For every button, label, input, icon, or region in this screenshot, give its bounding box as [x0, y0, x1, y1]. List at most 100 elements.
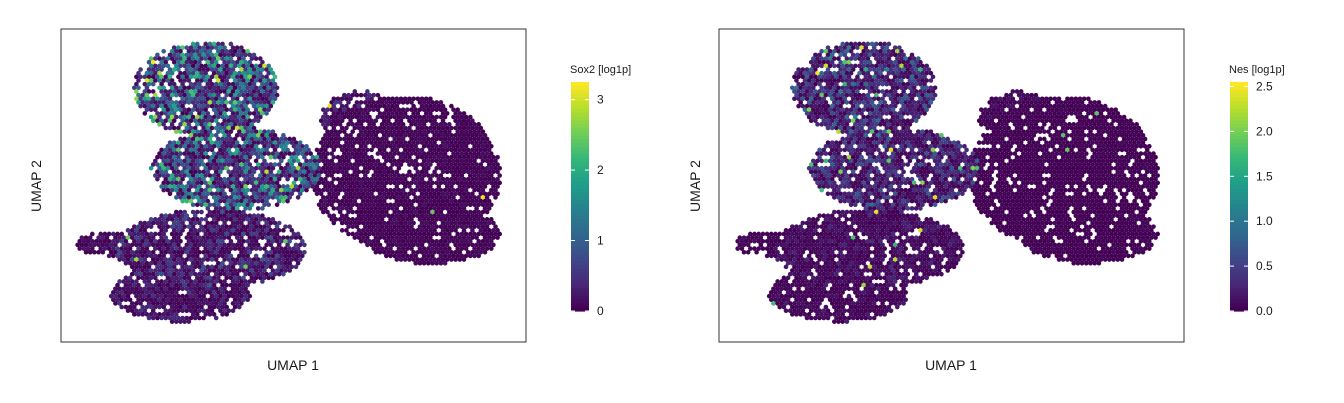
hex-bin — [354, 136, 360, 142]
hex-bin — [146, 286, 152, 292]
hex-bin — [321, 158, 326, 164]
hex-bin — [218, 249, 223, 255]
colorbar-segment — [571, 280, 589, 285]
hex-bin — [224, 85, 229, 91]
hex-bin — [178, 246, 183, 251]
hex-bin — [798, 70, 803, 76]
hex-bin — [232, 107, 238, 113]
hex-bin — [266, 180, 272, 186]
hex-bin — [304, 143, 309, 149]
hex-bin — [127, 282, 133, 288]
hex-bin — [159, 74, 164, 80]
hex-bin — [199, 85, 204, 91]
hex-bin — [234, 242, 240, 248]
hex-bin — [480, 238, 486, 244]
hex-bin — [411, 118, 416, 123]
hex-bin — [234, 147, 240, 153]
hex-bin — [352, 147, 358, 153]
hex-bin — [249, 187, 255, 193]
hex-bin — [241, 260, 246, 266]
hex-bin — [289, 235, 295, 240]
hex-bin — [331, 118, 337, 123]
colorbar-segment — [571, 253, 589, 259]
hex-bin — [438, 224, 444, 229]
hex-bin — [232, 180, 238, 186]
hex-bin — [155, 264, 160, 270]
hex-bin — [138, 96, 143, 102]
hex-bin — [413, 151, 419, 156]
hex-bin — [264, 249, 269, 255]
hex-bin — [218, 154, 223, 160]
hex-bin — [468, 231, 473, 237]
hex-bin — [216, 180, 221, 186]
hex-bin — [188, 249, 194, 255]
hex-bin — [396, 114, 402, 120]
hex-bin — [258, 136, 263, 142]
hex-bin — [329, 129, 335, 134]
hex-bin — [413, 253, 419, 259]
hex-bin — [344, 111, 349, 116]
hex-bin — [381, 249, 387, 255]
hex-bin — [411, 257, 416, 262]
hex-bin — [245, 114, 250, 120]
hex-bin — [293, 147, 299, 153]
hex-bin — [289, 249, 295, 255]
hex-bin — [474, 235, 479, 240]
hex-bin — [444, 184, 450, 189]
hex-bin — [188, 162, 194, 167]
hex-bin — [442, 253, 448, 259]
hex-bin — [333, 122, 339, 127]
hex-bin — [886, 41, 892, 47]
hex-bin — [400, 114, 406, 120]
hex-bin — [153, 290, 158, 295]
hex-bin — [423, 133, 429, 138]
hex-bin — [199, 217, 204, 222]
hex-bin — [209, 162, 215, 167]
colorbar-segment — [571, 234, 589, 240]
hex-bin — [148, 78, 154, 83]
hex-bin — [180, 74, 185, 80]
hex-bin — [333, 100, 339, 105]
hex-bin — [104, 235, 110, 240]
hex-bin — [230, 213, 236, 218]
hex-bin — [390, 235, 395, 240]
hex-bin — [232, 268, 238, 273]
hex-bin — [205, 257, 211, 262]
hex-bin — [211, 304, 217, 310]
hex-bin — [159, 235, 164, 240]
hex-bin — [346, 202, 351, 208]
hex-bin — [289, 162, 295, 167]
colorbar-segment — [571, 192, 589, 198]
hex-bin — [274, 195, 280, 200]
hex-bin — [329, 165, 335, 171]
hex-bin — [423, 206, 429, 211]
hex-bin — [192, 140, 198, 145]
hex-bin — [195, 48, 200, 54]
hex-bin — [321, 202, 326, 208]
hex-bin — [400, 107, 406, 113]
hex-bin — [199, 92, 204, 98]
hex-bin — [176, 52, 181, 58]
hex-bin — [171, 293, 177, 299]
hex-bin — [207, 143, 213, 149]
hex-bin — [413, 231, 419, 237]
hex-bin — [132, 304, 137, 310]
hex-bin — [195, 173, 200, 178]
hex-bin — [123, 246, 129, 251]
hex-bin — [316, 187, 322, 193]
hex-bin — [203, 143, 208, 149]
hex-bin — [407, 154, 412, 160]
hex-bin — [400, 136, 406, 142]
hex-bin — [144, 231, 150, 237]
hex-bin — [237, 238, 242, 244]
colorbar-segment — [571, 257, 589, 262]
hex-bin — [138, 74, 143, 80]
hex-bin — [255, 264, 261, 270]
hex-bin — [428, 118, 433, 123]
hex-bin — [337, 107, 343, 113]
hex-bin — [342, 165, 347, 171]
hex-bin — [148, 114, 154, 120]
hex-bin — [182, 100, 187, 105]
hex-bin — [379, 151, 385, 156]
hex-bin — [465, 162, 471, 167]
